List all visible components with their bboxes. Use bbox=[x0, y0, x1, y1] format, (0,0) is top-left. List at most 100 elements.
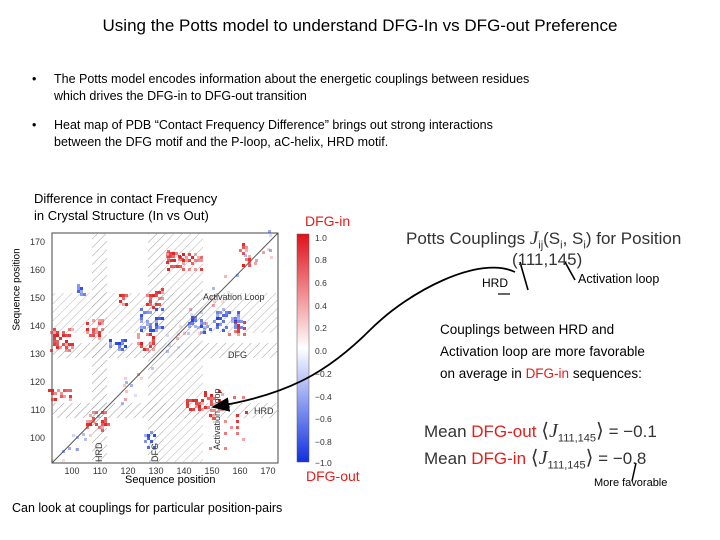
heatmap-cell bbox=[123, 384, 126, 387]
heatmap-cell bbox=[124, 398, 127, 401]
heatmap-cell bbox=[118, 345, 121, 348]
heatmap-cell bbox=[237, 327, 240, 330]
heatmap-cell bbox=[173, 265, 176, 268]
heatmap-cell bbox=[219, 317, 222, 320]
colorbar-tick: −0.8 bbox=[315, 437, 332, 447]
heatmap-cell bbox=[53, 334, 56, 337]
heatmap-cell bbox=[53, 340, 56, 343]
heatmap-cell bbox=[237, 311, 240, 314]
heatmap-cell bbox=[200, 259, 203, 262]
heatmap-cell bbox=[92, 334, 95, 337]
heatmap-cell bbox=[228, 311, 231, 314]
heatmap-cell bbox=[245, 249, 248, 252]
heatmap-cell bbox=[204, 406, 207, 409]
y-tick: 140 bbox=[30, 321, 45, 331]
heatmap-cell bbox=[89, 334, 92, 337]
heatmap-cell bbox=[62, 334, 65, 337]
potts-prefix: Potts Couplings bbox=[406, 229, 526, 248]
heatmap-cell bbox=[101, 319, 104, 322]
bullet-2-line-2: between the DFG motif and the P-loop, aC… bbox=[54, 135, 389, 149]
heatmap-cell bbox=[98, 319, 101, 322]
heatmap-cell bbox=[86, 322, 89, 325]
heatmap-cell bbox=[212, 414, 215, 417]
colorbar-tick: 1.0 bbox=[315, 233, 327, 243]
potts-couplings-formula: Potts Couplings Jij(Si, Si) for Position bbox=[406, 228, 681, 251]
colorbar-tick: 0.6 bbox=[315, 278, 327, 288]
heatmap-cell bbox=[101, 420, 104, 423]
heatmap-cell bbox=[209, 447, 212, 450]
heatmap-cell bbox=[95, 328, 98, 331]
heatmap-cell bbox=[189, 408, 192, 411]
heatmap-cell bbox=[92, 411, 95, 414]
heatmap-cell bbox=[149, 345, 152, 348]
heatmap-cell bbox=[240, 326, 243, 329]
heatmap-cell bbox=[144, 434, 147, 437]
heatmap-cell bbox=[118, 348, 121, 351]
heatmap-cell bbox=[146, 303, 149, 306]
heatmap-cell bbox=[98, 322, 101, 325]
heatmap-cell bbox=[137, 342, 140, 345]
hrd-arrow bbox=[211, 266, 516, 412]
potts-args-sub-1: i bbox=[560, 239, 563, 252]
activation-loop-pointer-line bbox=[564, 261, 576, 281]
heatmap-cell bbox=[231, 320, 234, 323]
heatmap-cell bbox=[152, 306, 155, 309]
heatmap-cell bbox=[198, 408, 201, 411]
heatmap-cell bbox=[149, 326, 152, 329]
heatmap-cell bbox=[125, 390, 128, 393]
heatmap-cell bbox=[177, 346, 180, 349]
heatmap-cell bbox=[200, 311, 203, 314]
heatmap-cell bbox=[97, 415, 100, 418]
heatmap-cell bbox=[227, 291, 230, 294]
heatmap-cell bbox=[68, 343, 71, 346]
heatmap-cell bbox=[188, 325, 191, 328]
heatmap-cell bbox=[92, 420, 95, 423]
more-favorable-label: More favorable bbox=[594, 477, 668, 489]
heatmap-cell bbox=[248, 258, 251, 261]
heatmap-cell bbox=[51, 459, 54, 462]
heatmap-cell bbox=[158, 291, 161, 294]
heatmap-cell bbox=[86, 423, 89, 426]
heatmap-cell bbox=[216, 311, 219, 314]
heatmap-cell bbox=[243, 333, 246, 336]
heatmap-cell bbox=[188, 253, 191, 256]
heatmap-cell bbox=[152, 339, 155, 342]
colorbar-tick: 0.4 bbox=[315, 301, 327, 311]
heatmap-cell bbox=[53, 328, 56, 331]
footer-text: Can look at couplings for particular pos… bbox=[12, 501, 283, 515]
heatmap-cell bbox=[153, 345, 156, 348]
heatmap-cell bbox=[68, 349, 71, 352]
heatmap-cell bbox=[245, 258, 248, 261]
heatmap-cell bbox=[149, 311, 152, 314]
heatmap-cell bbox=[239, 249, 242, 252]
heatmap-cell bbox=[178, 258, 181, 261]
heatmap-cell bbox=[179, 325, 182, 328]
mean-word: Mean bbox=[424, 422, 467, 441]
y-tick: 160 bbox=[30, 265, 45, 275]
heatmap-cell bbox=[101, 423, 104, 426]
heatmap-cell bbox=[149, 329, 152, 332]
heatmap-cell bbox=[169, 255, 172, 258]
heatmap-cell bbox=[155, 326, 158, 329]
heatmap-cell bbox=[161, 291, 164, 294]
colorbar-tick: 0.0 bbox=[315, 346, 327, 356]
heatmap-cell bbox=[234, 323, 237, 326]
heatmap-cell bbox=[146, 333, 149, 336]
heatmap-cell bbox=[230, 426, 233, 429]
heatmap-cell bbox=[124, 339, 127, 342]
heatmap-cell bbox=[186, 402, 189, 405]
heatmap-cell bbox=[56, 334, 59, 337]
heatmap-cell bbox=[166, 350, 169, 353]
heatmap-cell bbox=[167, 259, 170, 262]
heatmap-cell bbox=[76, 448, 79, 451]
heatmap-cell bbox=[77, 290, 80, 293]
heatmap-cell bbox=[104, 423, 107, 426]
heatmap-cell bbox=[169, 252, 172, 255]
mean-dfg-out-value: −0.1 bbox=[623, 422, 657, 441]
heatmap-cell bbox=[56, 346, 59, 349]
heatmap-cell bbox=[166, 334, 169, 337]
heatmap-cell bbox=[155, 329, 158, 332]
heatmap-cell bbox=[201, 399, 204, 402]
heatmap-cell bbox=[225, 311, 228, 314]
